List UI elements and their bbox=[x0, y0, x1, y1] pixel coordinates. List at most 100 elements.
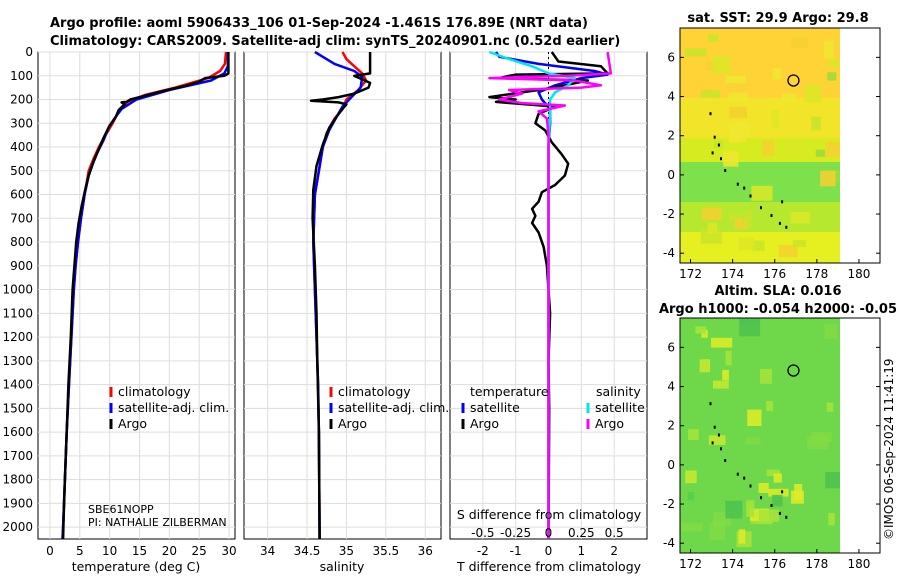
map-cell bbox=[728, 92, 749, 101]
map-x-tick-label: 178 bbox=[805, 557, 828, 571]
s-tick-label: -0.25 bbox=[500, 526, 531, 540]
map-cell bbox=[772, 68, 782, 80]
map-y-tick-label: -4 bbox=[663, 536, 675, 550]
island-dot bbox=[749, 484, 752, 488]
map-cell bbox=[811, 116, 821, 131]
difference-xlabel: T difference from climatology bbox=[456, 559, 642, 574]
salinity-xlabel: salinity bbox=[320, 559, 365, 574]
map-cell bbox=[688, 429, 699, 440]
difference-top-xlabel: S difference from climatology bbox=[457, 507, 642, 522]
map-cell bbox=[728, 128, 746, 142]
map-cell bbox=[773, 473, 782, 483]
legend-temperature-heading: temperature bbox=[470, 384, 549, 399]
map-y-tick-label: 6 bbox=[667, 50, 675, 64]
sst-map-frame bbox=[679, 27, 881, 264]
map-cell bbox=[762, 140, 775, 156]
island-dot bbox=[760, 206, 762, 210]
map-y-tick-label: 2 bbox=[667, 129, 675, 143]
x-tick-label: 0 bbox=[46, 544, 54, 558]
island-dot bbox=[785, 225, 788, 229]
legend-temp-satellite-label: satellite bbox=[470, 400, 520, 415]
map-x-tick-label: 172 bbox=[679, 557, 702, 571]
map-x-tick-label: 172 bbox=[679, 267, 702, 281]
island-dot bbox=[711, 151, 714, 155]
map-cell bbox=[782, 93, 797, 103]
map-cell bbox=[711, 337, 733, 348]
x-tick-label: -2 bbox=[477, 544, 489, 558]
s-tick-label: 0.5 bbox=[605, 526, 624, 540]
temperature-panel: 0 5 10 15 20 25 300100200300400500600700800900… bbox=[2, 45, 236, 574]
temperature-legend: climatology satellite-adj. clim. Argo bbox=[109, 384, 229, 431]
y-tick-label: 1600 bbox=[2, 425, 33, 439]
map-x-tick-label: 174 bbox=[721, 267, 744, 281]
island-dot bbox=[785, 515, 788, 519]
y-tick-label: 1700 bbox=[2, 449, 33, 463]
x-tick-label: 30 bbox=[221, 544, 236, 558]
legend-sal-satellite-label: satellite bbox=[595, 400, 645, 415]
island-dot bbox=[749, 194, 752, 198]
series-line-satellite bbox=[488, 50, 577, 539]
island-dot bbox=[724, 169, 727, 172]
map-cell bbox=[724, 75, 746, 84]
map-cell bbox=[709, 522, 725, 541]
map-cell bbox=[828, 513, 835, 526]
sst-map-panel: sat. SST: 29.9 Argo: 29.8 172 174 176 178 18… bbox=[663, 11, 881, 281]
island-dot bbox=[717, 433, 720, 437]
map-cell bbox=[725, 350, 732, 366]
salinity-legend: climatology satellite-adj. clim. Argo bbox=[329, 384, 449, 431]
map-y-tick-label: 2 bbox=[667, 419, 675, 433]
map-x-tick-label: 176 bbox=[763, 267, 786, 281]
map-cell bbox=[701, 329, 708, 338]
map-cell bbox=[744, 210, 753, 228]
y-tick-label: 600 bbox=[10, 188, 33, 202]
map-cell bbox=[826, 402, 834, 412]
map-cell bbox=[685, 470, 697, 484]
island-dot bbox=[743, 476, 746, 480]
map-cell bbox=[713, 380, 729, 389]
island-dot bbox=[711, 441, 714, 445]
map-cell bbox=[738, 529, 746, 544]
island-dot bbox=[778, 511, 781, 515]
map-y-tick-label: -2 bbox=[663, 207, 675, 221]
map-cell bbox=[707, 222, 718, 234]
map-cell bbox=[758, 509, 780, 522]
map-cell bbox=[708, 435, 726, 445]
y-tick-label: 1800 bbox=[2, 473, 33, 487]
float-position-marker bbox=[787, 74, 800, 87]
y-tick-label: 1100 bbox=[2, 306, 33, 320]
legend-climatology-label: climatology bbox=[338, 384, 411, 399]
x-tick-label: 1 bbox=[578, 544, 586, 558]
float-position-marker bbox=[787, 364, 800, 377]
map-cell bbox=[734, 218, 749, 230]
sla-map-frame bbox=[679, 317, 881, 554]
x-tick-label: 35.5 bbox=[372, 544, 399, 558]
figure-title-line1: Argo profile: aoml 5906433_106 01-Sep-20… bbox=[50, 16, 588, 31]
map-y-tick-label: 0 bbox=[667, 458, 675, 472]
map-cell bbox=[707, 34, 719, 42]
island-dot bbox=[736, 182, 739, 186]
map-cell bbox=[787, 142, 803, 152]
map-cell bbox=[687, 492, 695, 501]
map-cell bbox=[700, 90, 720, 98]
map-cell bbox=[827, 59, 840, 68]
map-cell bbox=[772, 494, 783, 507]
sensor-label: SBE61NOPP bbox=[88, 503, 154, 516]
island-dot bbox=[743, 186, 746, 190]
map-cell bbox=[766, 401, 774, 411]
map-cell bbox=[771, 110, 780, 128]
map-cell bbox=[811, 432, 832, 442]
y-tick-label: 1000 bbox=[2, 283, 33, 297]
legend-satellite-label: satellite-adj. clim. bbox=[338, 400, 449, 415]
map-y-tick-label: -2 bbox=[663, 497, 675, 511]
map-y-tick-label: 0 bbox=[667, 168, 675, 182]
map-cell bbox=[791, 37, 809, 48]
map-cell bbox=[681, 522, 703, 532]
x-tick-label: 35 bbox=[339, 544, 354, 558]
x-tick-label: 15 bbox=[132, 544, 147, 558]
map-cell bbox=[739, 318, 761, 337]
x-tick-label: 34.5 bbox=[294, 544, 321, 558]
difference-panel: -2 -1 0 1 2 -0.5 -0.25 0 0.25 0.5 S difference fr… bbox=[449, 50, 648, 574]
x-tick-label: 2 bbox=[610, 544, 618, 558]
temperature-xlabel: temperature (deg C) bbox=[72, 559, 201, 574]
map-cell bbox=[760, 368, 772, 384]
